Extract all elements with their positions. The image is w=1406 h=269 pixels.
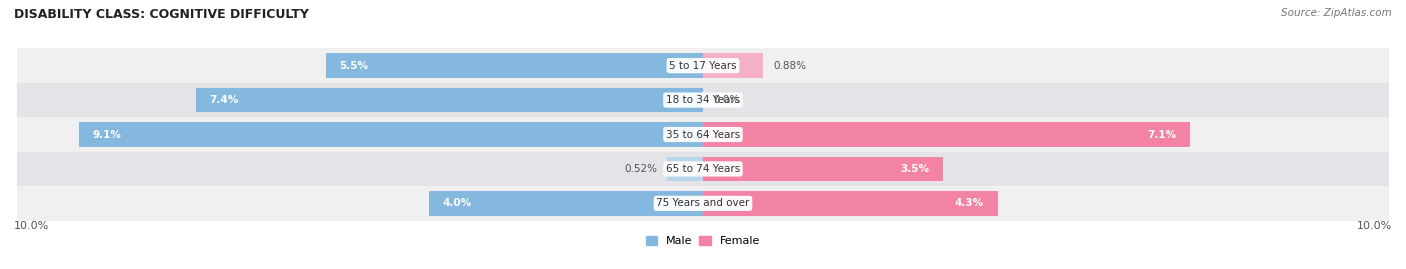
Text: 0.0%: 0.0% [713, 95, 740, 105]
Bar [17, 117, 1389, 152]
Legend: Male, Female: Male, Female [647, 236, 759, 246]
Text: 65 to 74 Years: 65 to 74 Years [666, 164, 740, 174]
Bar [429, 191, 703, 216]
Text: 3.5%: 3.5% [900, 164, 929, 174]
Text: 5.5%: 5.5% [340, 61, 368, 71]
Bar [703, 157, 943, 181]
Bar [195, 88, 703, 112]
Bar [17, 48, 1389, 83]
Bar [326, 53, 703, 78]
Text: 10.0%: 10.0% [14, 221, 49, 231]
Text: 7.4%: 7.4% [209, 95, 239, 105]
Text: 4.3%: 4.3% [955, 198, 984, 208]
Bar [79, 122, 703, 147]
Text: 7.1%: 7.1% [1147, 129, 1175, 140]
Text: Source: ZipAtlas.com: Source: ZipAtlas.com [1281, 8, 1392, 18]
Text: DISABILITY CLASS: COGNITIVE DIFFICULTY: DISABILITY CLASS: COGNITIVE DIFFICULTY [14, 8, 309, 21]
Text: 0.88%: 0.88% [773, 61, 807, 71]
Bar [17, 83, 1389, 117]
Bar [17, 152, 1389, 186]
Bar [17, 186, 1389, 221]
Text: 10.0%: 10.0% [1357, 221, 1392, 231]
Text: 35 to 64 Years: 35 to 64 Years [666, 129, 740, 140]
Text: 18 to 34 Years: 18 to 34 Years [666, 95, 740, 105]
Text: 0.52%: 0.52% [624, 164, 657, 174]
Text: 4.0%: 4.0% [443, 198, 471, 208]
Text: 9.1%: 9.1% [93, 129, 122, 140]
Bar [703, 191, 998, 216]
Bar [703, 53, 763, 78]
Text: 5 to 17 Years: 5 to 17 Years [669, 61, 737, 71]
Text: 75 Years and over: 75 Years and over [657, 198, 749, 208]
Bar [668, 157, 703, 181]
Bar [703, 122, 1189, 147]
